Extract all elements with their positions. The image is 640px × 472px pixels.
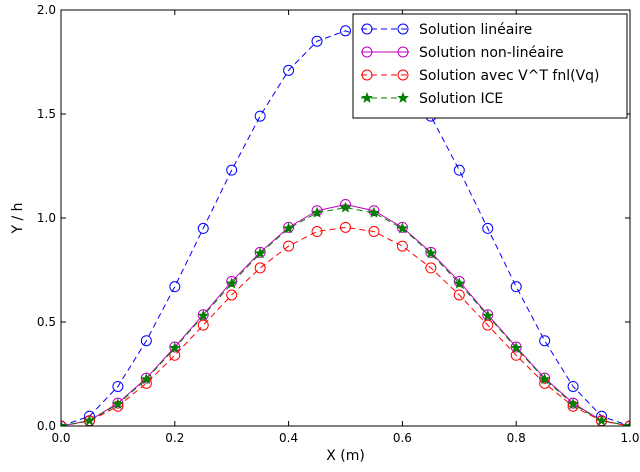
data-point [226,275,238,287]
data-point [482,222,494,234]
data-point [140,373,153,385]
series-line [61,226,630,426]
data-point [453,164,465,176]
data-point [283,64,295,76]
data-point [282,222,295,234]
data-point [226,289,238,301]
series-0 [61,25,630,426]
legend-marker [361,69,373,81]
data-point [453,277,466,289]
x-tick-label: 0.0 [51,431,70,445]
data-point [567,380,579,392]
legend-marker [361,23,373,35]
legend-item: Solution ICE [361,91,503,107]
data-point [311,35,323,47]
data-point [311,226,323,238]
series-line [61,203,630,426]
legend-item: Solution linéaire [361,22,532,38]
legend-label: Solution ICE [419,91,503,107]
data-point [340,221,351,233]
data-point [368,226,380,238]
data-point [168,341,181,353]
data-point [368,205,380,217]
legend-marker [397,69,409,81]
data-point [311,205,323,217]
legend-marker [397,46,409,58]
y-axis-label: Y / h [10,202,26,234]
legend-label: Solution avec V^T fnl(Vq) [419,68,600,84]
data-point [510,281,522,293]
data-point [283,240,295,252]
series-3 [61,201,630,426]
data-point [254,247,266,259]
data-point [425,247,437,259]
data-point [396,222,409,234]
data-point [169,281,181,293]
data-point [453,289,465,301]
x-tick-label: 0.4 [279,431,298,445]
legend-marker [397,23,409,35]
data-point [197,222,209,234]
legend-label: Solution linéaire [419,22,532,38]
legend-marker [397,91,409,103]
x-tick-label: 0.6 [393,431,412,445]
data-point [453,275,465,287]
data-point [595,414,608,426]
data-point [538,373,551,385]
y-tick-label: 1.5 [37,107,56,121]
data-point [510,341,523,353]
legend-marker [361,46,373,58]
data-point [425,262,437,274]
y-tick-label: 2.0 [37,3,56,17]
data-point [254,262,266,274]
series-line [61,207,630,426]
legend-marker [361,91,373,103]
data-point [339,201,352,213]
data-point [225,277,238,289]
series-2 [61,221,630,426]
series-layer [61,25,630,426]
x-tick-label: 1.0 [620,431,639,445]
x-tick-label: 0.2 [165,431,184,445]
x-axis-label: X (m) [326,448,365,464]
data-point [481,309,494,321]
legend-item: Solution non-linéaire [361,45,564,61]
data-point [567,398,579,410]
data-point [61,419,67,426]
data-point [226,164,238,176]
y-tick-label: 0.0 [37,419,56,433]
legend-label: Solution non-linéaire [419,45,564,61]
data-point [311,206,323,218]
data-point [197,309,210,321]
data-point [83,414,96,426]
x-tick-label: 0.8 [507,431,526,445]
data-point [254,110,266,122]
data-point [340,25,351,37]
y-tick-label: 0.5 [37,315,56,329]
data-point [396,240,408,252]
series-line [61,30,630,426]
y-tick-label: 1.0 [37,211,56,225]
data-point [482,319,494,331]
series-1 [61,198,630,426]
data-point [112,380,124,392]
data-point [368,206,380,218]
data-point [112,398,124,410]
data-point [539,335,551,347]
ticks-layer: 0.0 0.2 0.4 0.6 0.8 1.0 0.0 0.5 1.0 1.5 2.0 [37,3,640,445]
data-point [624,419,630,426]
data-point [197,319,209,331]
legend-item: Solution avec V^T fnl(Vq) [361,68,600,84]
data-point [140,335,152,347]
legend: Solution linéaire Solution non-linéaire So… [352,13,628,119]
